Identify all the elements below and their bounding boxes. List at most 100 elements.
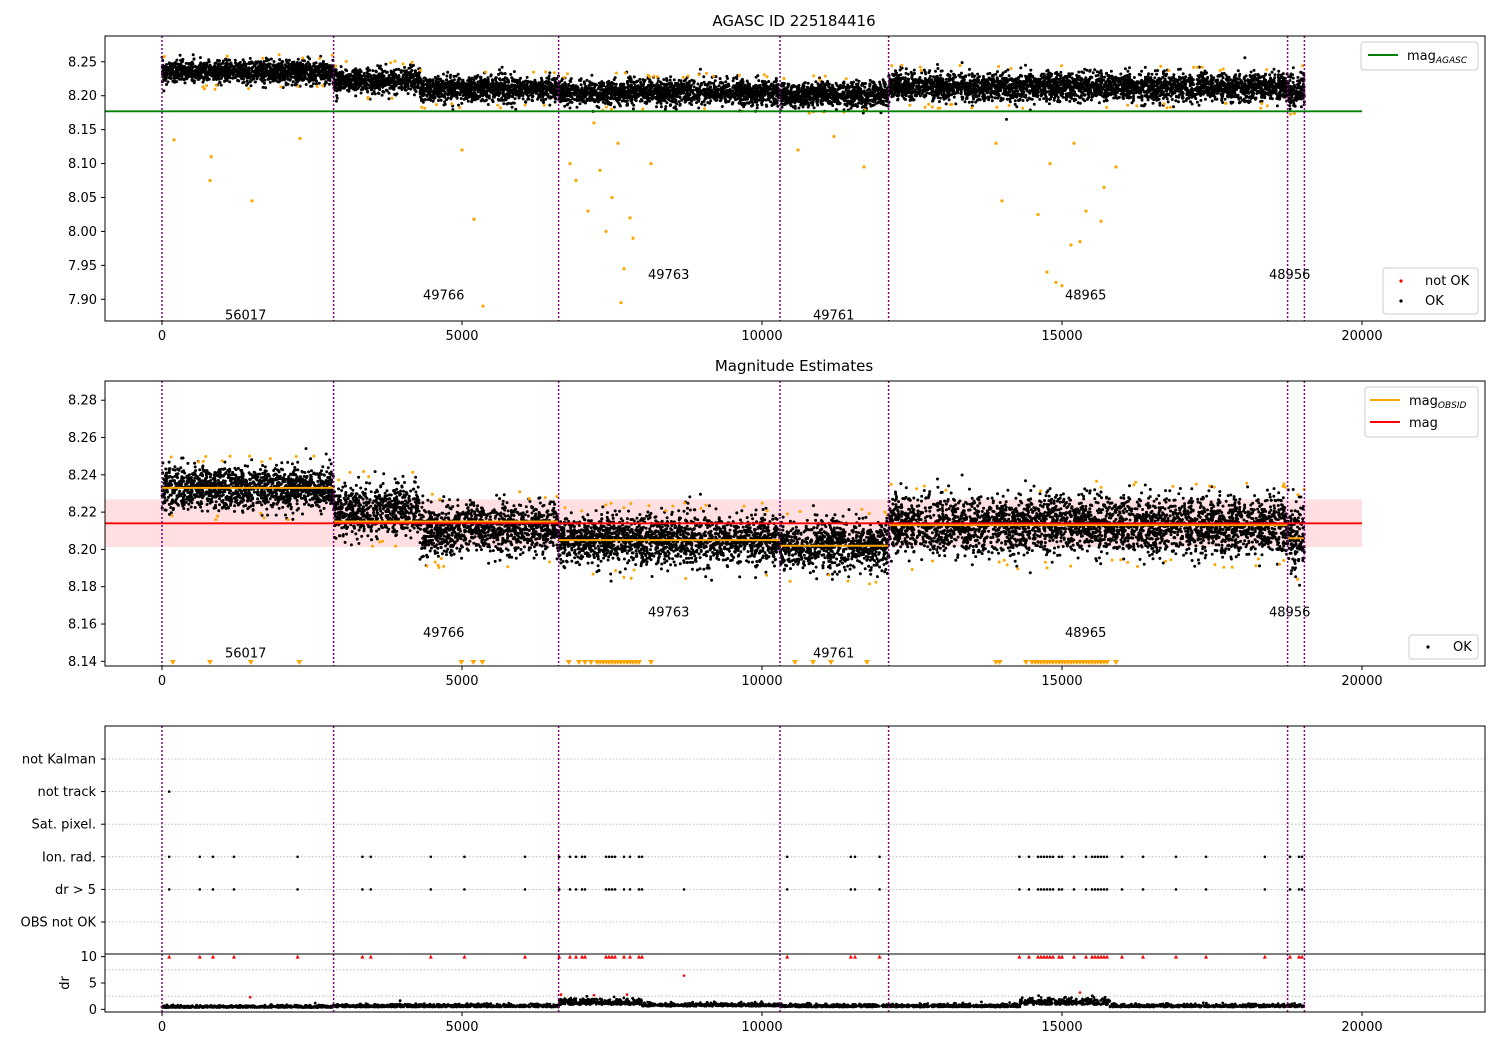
data-point [351,84,355,88]
data-point [207,60,211,64]
flagged-point [420,105,424,109]
data-point [446,96,450,100]
data-point [308,57,312,61]
data-point [552,88,556,91]
data-point [575,105,579,109]
data-point [676,81,680,85]
data-point [567,90,571,94]
data-point [734,75,738,79]
data-point [724,92,728,96]
data-point [267,58,271,62]
data-point [625,96,629,100]
data-point [200,76,204,79]
flagged-point [499,106,502,110]
data-point [731,85,735,89]
data-point [519,89,523,93]
data-point [218,59,221,63]
data-point [517,95,521,99]
data-point [656,85,660,89]
data-point [304,83,308,86]
data-point [513,90,517,94]
data-point [456,80,460,84]
data-point [673,100,677,104]
data-point [165,63,168,66]
data-point [503,84,507,88]
data-point [206,73,210,76]
data-point [664,85,668,89]
data-point [428,96,432,100]
data-point [345,80,349,84]
flagged-point [652,74,656,78]
data-point [588,80,592,84]
data-point [540,79,544,83]
data-point [629,90,633,94]
data-point [272,60,276,63]
data-point [250,78,254,82]
data-point [743,97,747,101]
data-point [674,91,678,95]
data-point [612,78,616,82]
data-point [476,74,480,77]
data-point [725,89,729,92]
data-point [374,75,378,79]
data-point [445,74,449,78]
data-point [483,82,487,86]
data-point [281,67,285,71]
data-point [510,105,514,109]
data-point [228,58,232,62]
data-point [208,63,212,67]
data-point [715,98,719,102]
data-point [221,61,225,65]
data-point [395,80,398,84]
data-point [297,68,301,72]
data-point [529,88,533,92]
data-point [248,62,252,66]
data-point [414,90,418,94]
data-point [281,60,285,64]
data-point [759,98,762,102]
data-point [661,99,665,102]
data-point [550,95,554,99]
data-point [537,95,540,99]
flagged-point [523,103,527,107]
data-point [677,100,681,104]
data-point [689,90,693,94]
data-point [756,74,760,78]
data-point [309,71,313,75]
data-point [269,57,273,61]
data-point [439,98,443,102]
flagged-point [344,60,348,63]
data-point [187,68,191,72]
data-point [491,78,494,82]
data-point [263,78,267,82]
flagged-point [765,75,769,79]
data-point [403,88,407,92]
data-point [733,93,737,97]
data-point [639,83,643,87]
data-point [731,79,735,83]
data-point [199,73,203,77]
data-point [640,93,644,97]
data-point [561,99,565,103]
data-point [469,79,472,83]
data-point [235,64,239,68]
data-point [203,68,207,72]
data-point [360,74,364,78]
data-point [442,72,445,76]
data-point [329,71,333,74]
data-point [219,69,223,73]
data-point [251,66,254,69]
data-point [440,94,444,98]
data-point [167,75,171,79]
data-point [697,90,701,94]
data-point [451,86,455,90]
data-point [239,64,243,68]
data-point [630,86,634,89]
data-point [596,93,600,97]
data-point [659,102,663,105]
data-point [387,97,391,101]
data-point [498,77,502,81]
data-point [378,84,382,87]
data-point [436,74,440,78]
data-point [433,75,437,79]
